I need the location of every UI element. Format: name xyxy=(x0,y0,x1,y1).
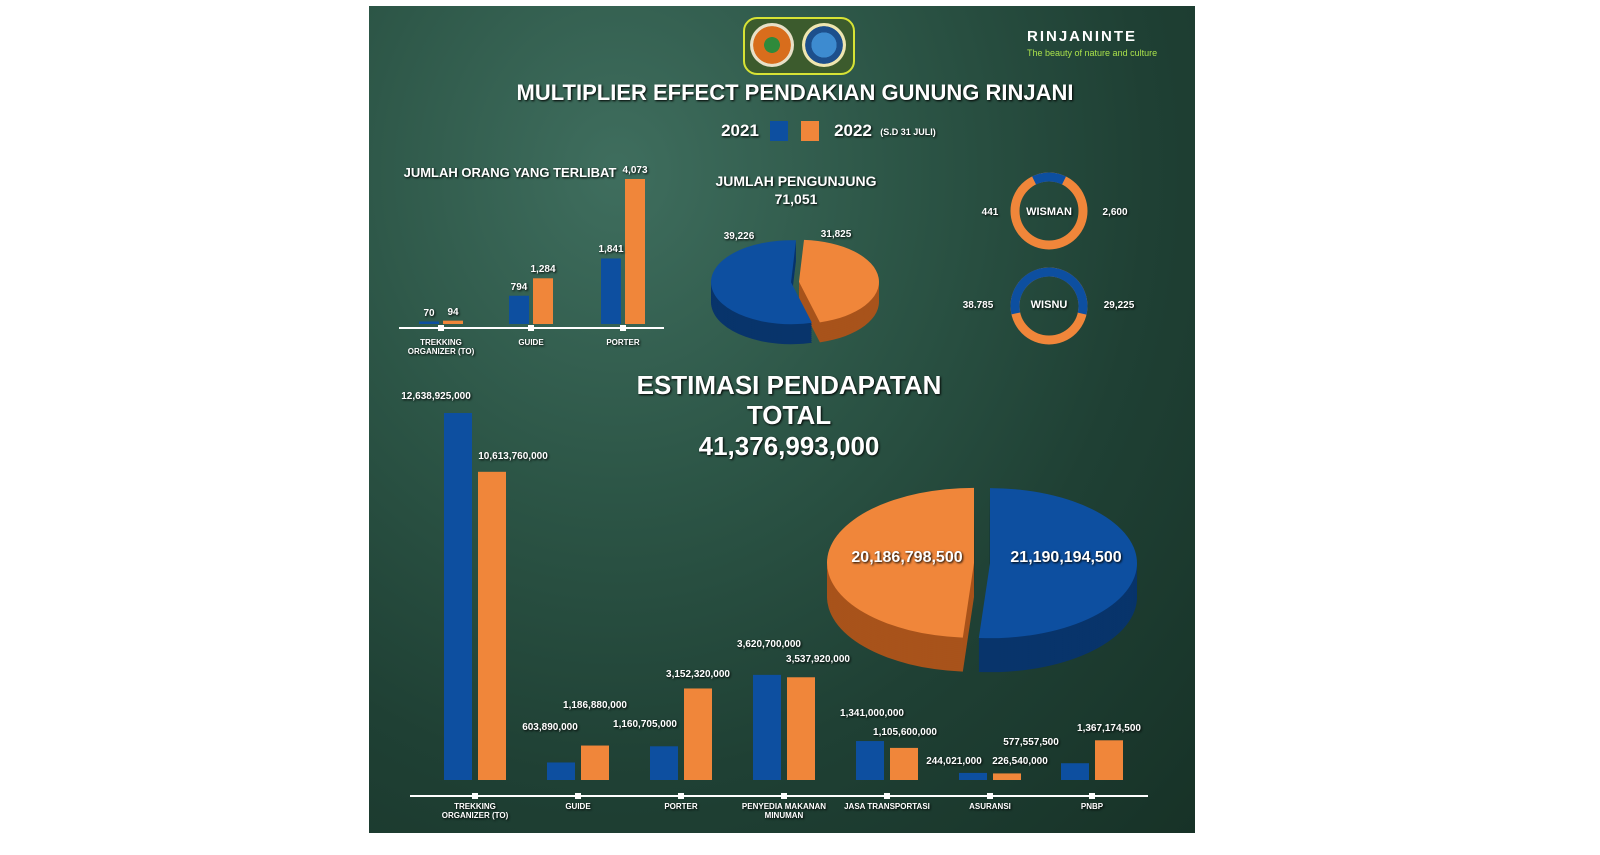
category-label: GUIDE xyxy=(518,338,544,347)
value-label: 3,620,700,000 xyxy=(737,639,801,650)
brand-tagline: The beauty of nature and culture xyxy=(1027,48,1158,58)
bar-2022 xyxy=(993,773,1021,780)
category-label: PORTER xyxy=(606,338,640,347)
value-label: 794 xyxy=(510,281,528,293)
value-label: 3,152,320,000 xyxy=(666,669,730,680)
value-label: 1,160,705,000 xyxy=(613,719,677,730)
people-chart-title: JUMLAH ORANG YANG TERLIBAT xyxy=(403,165,617,180)
bar-2021 xyxy=(547,762,575,780)
category-label: PORTER xyxy=(664,802,698,811)
category-label: JASA TRANSPORTASI xyxy=(844,802,930,811)
bar-2021 xyxy=(753,674,781,780)
legend-2022-note: (S.D 31 JULI) xyxy=(880,127,936,137)
axis-tick xyxy=(1089,793,1095,799)
visitors-total: 71,051 xyxy=(774,191,818,207)
visitors-2022-label: 31,825 xyxy=(820,229,852,240)
bar-2022 xyxy=(787,677,815,780)
legend-2022-label: 2022 xyxy=(834,121,872,140)
revenue-title: ESTIMASI PENDAPATAN xyxy=(636,370,942,400)
axis-tick xyxy=(575,793,581,799)
value-label: 1,367,174,500 xyxy=(1077,723,1141,734)
axis-tick xyxy=(620,325,626,331)
value-label: 12,638,925,000 xyxy=(401,391,471,402)
value-label: 3,537,920,000 xyxy=(786,654,850,665)
value-label: 94 xyxy=(447,306,459,318)
brand-logo: RINJANINTE xyxy=(1027,28,1138,45)
legend-2021-label: 2021 xyxy=(721,121,759,140)
bar-2022 xyxy=(533,278,553,324)
category-label: TREKKING ORGANIZER (TO) xyxy=(407,338,475,356)
category-label: TREKKING ORGANIZER (TO) xyxy=(441,802,509,820)
value-label: 1,341,000,000 xyxy=(840,708,904,719)
bar-2021 xyxy=(444,413,472,780)
revenue-pie-slice-0 xyxy=(978,488,1137,639)
bar-2022 xyxy=(478,471,506,780)
axis-tick xyxy=(438,325,444,331)
axis-tick xyxy=(472,793,478,799)
axis-tick xyxy=(678,793,684,799)
axis-tick xyxy=(987,793,993,799)
bar-2021 xyxy=(650,746,678,780)
bar-2022 xyxy=(581,745,609,780)
value-label: 4,073 xyxy=(622,165,648,176)
wisman-2021-label: 441 xyxy=(981,207,999,218)
wisman-title: WISMAN xyxy=(1026,206,1072,218)
wisnu-donut-2021-ring xyxy=(1010,267,1088,345)
value-label: 10,613,760,000 xyxy=(478,451,548,462)
bar-2021 xyxy=(856,741,884,780)
value-label: 577,557,500 xyxy=(1003,737,1059,748)
visitors-chart-title: JUMLAH PENGUNJUNG xyxy=(715,173,877,189)
revenue-pie-slice-1 xyxy=(827,487,975,638)
value-label: 226,540,000 xyxy=(992,756,1048,767)
bar-2021 xyxy=(419,321,439,324)
visitors-pie-slice-0 xyxy=(711,240,812,325)
national-park-seal-icon xyxy=(802,23,846,67)
logos xyxy=(743,17,855,75)
category-label: PNBP xyxy=(1080,802,1104,811)
legend-2021-swatch xyxy=(770,121,788,141)
ministry-seal-icon xyxy=(750,23,794,67)
axis-tick xyxy=(884,793,890,799)
charts-canvas xyxy=(399,172,1148,799)
axis-tick xyxy=(528,325,534,331)
value-label: 603,890,000 xyxy=(522,722,578,733)
value-label: 1,284 xyxy=(530,264,556,276)
revenue-2022-label: 21,190,194,500 xyxy=(1010,549,1122,566)
wisnu-title: WISNU xyxy=(1030,299,1068,311)
wisnu-2022-label: 29,225 xyxy=(1103,300,1135,311)
bar-2022 xyxy=(625,179,645,324)
value-label: 1,186,880,000 xyxy=(563,700,627,711)
infographic: RINJANINTE The beauty of nature and cult… xyxy=(369,6,1195,833)
category-label: ASURANSI xyxy=(969,802,1011,811)
revenue-title-total: TOTAL xyxy=(746,400,832,430)
page-title: MULTIPLIER EFFECT PENDAKIAN GUNUNG RINJA… xyxy=(516,80,1074,105)
revenue-total: 41,376,993,000 xyxy=(698,431,880,461)
revenue-2021-label: 20,186,798,500 xyxy=(851,549,963,566)
bar-2021 xyxy=(959,772,987,780)
wisman-2022-label: 2,600 xyxy=(1102,207,1128,218)
value-label: 1,105,600,000 xyxy=(873,727,937,738)
visitors-pie-slice-1 xyxy=(798,239,879,323)
bar-2022 xyxy=(1095,740,1123,780)
category-label: PENYEDIA MAKANAN MINUMAN xyxy=(741,802,827,820)
category-label: GUIDE xyxy=(565,802,591,811)
axis-tick xyxy=(781,793,787,799)
bar-2021 xyxy=(509,295,529,324)
value-label: 70 xyxy=(423,307,435,319)
visitors-2021-label: 39,226 xyxy=(723,231,755,242)
bar-2022 xyxy=(684,688,712,780)
wisman-donut-2022-ring xyxy=(1010,172,1088,250)
bar-2021 xyxy=(601,258,621,324)
value-label: 244,021,000 xyxy=(926,756,982,767)
wisnu-2021-label: 38.785 xyxy=(962,300,994,311)
bar-2022 xyxy=(890,747,918,780)
legend-2022-swatch xyxy=(801,121,819,141)
bar-2021 xyxy=(1061,763,1089,780)
value-label: 1,841 xyxy=(598,244,624,256)
bar-2022 xyxy=(443,320,463,324)
